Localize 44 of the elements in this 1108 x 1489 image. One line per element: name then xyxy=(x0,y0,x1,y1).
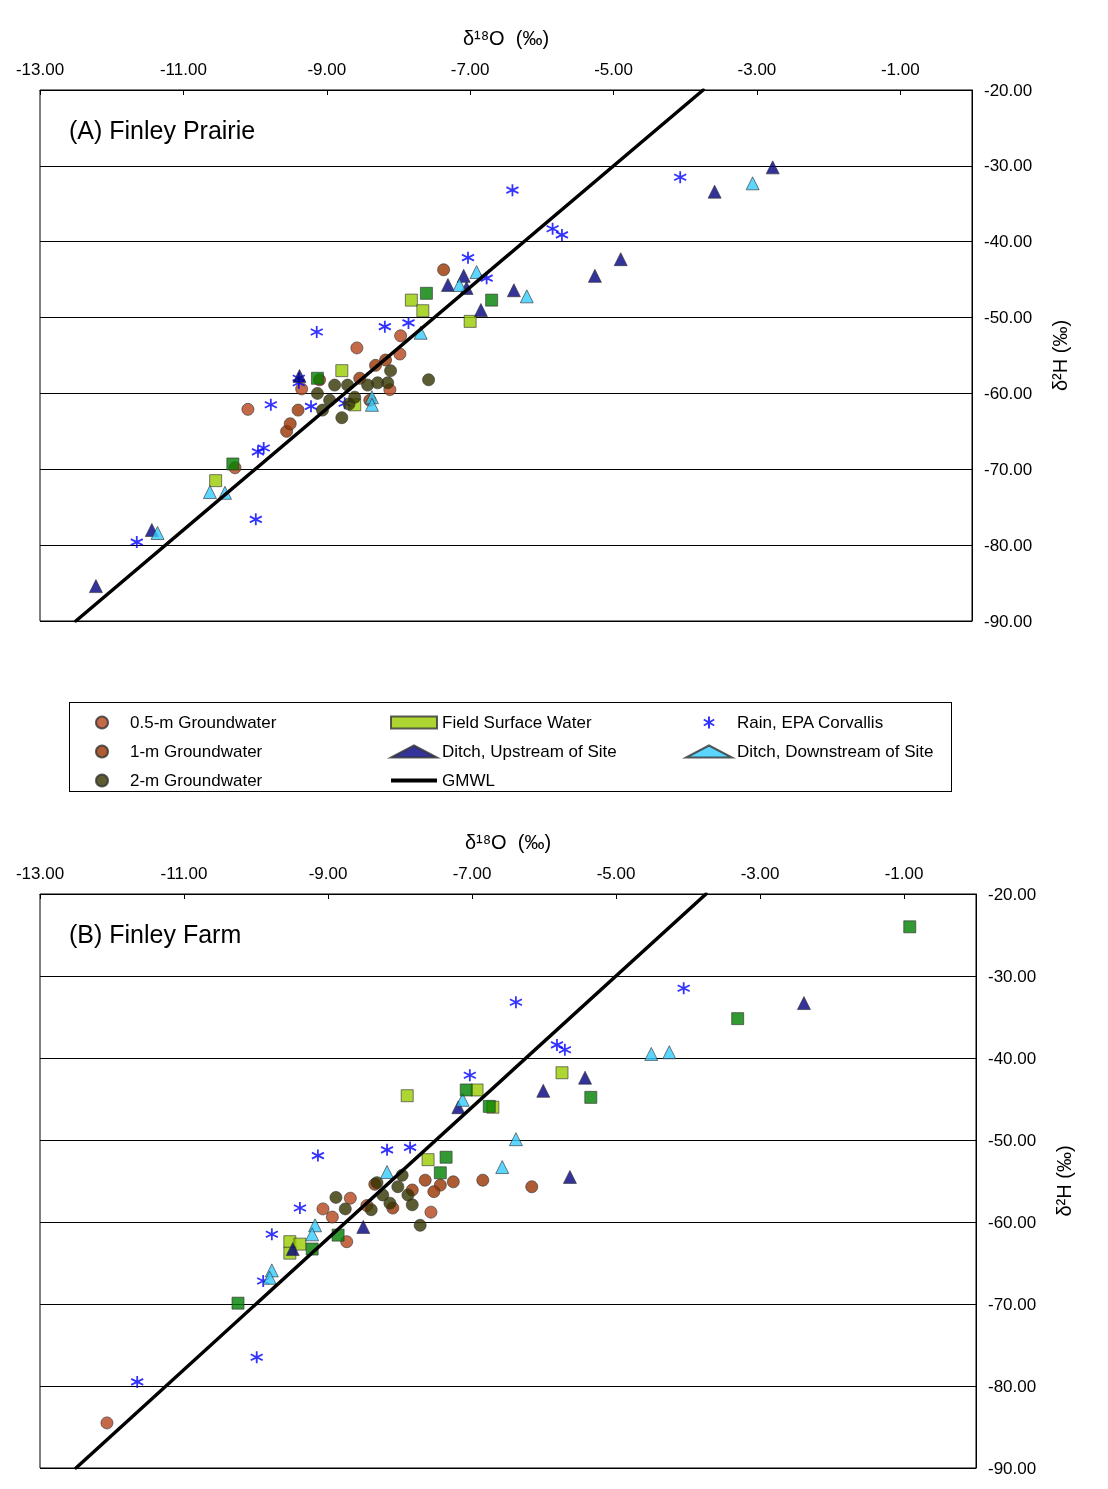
y-tick-label: -90.00 xyxy=(984,611,1033,631)
y-tick-label: -90.00 xyxy=(988,1458,1037,1478)
legend-label: GMWL xyxy=(442,771,495,790)
y-tick-label: -30.00 xyxy=(984,156,1033,176)
x-tick-label: -11.00 xyxy=(159,60,207,79)
legend-label: 2-m Groundwater xyxy=(130,771,263,790)
legend-label: 1-m Groundwater xyxy=(130,742,263,761)
x-tick-label: -11.00 xyxy=(160,864,208,883)
y-tick-label: -60.00 xyxy=(984,383,1033,403)
y-tick-label: -20.00 xyxy=(984,80,1033,100)
y-axis-title: δ²H (‰) xyxy=(1053,1145,1075,1217)
y-tick-label: -20.00 xyxy=(988,884,1037,904)
y-axis-title: δ²H (‰) xyxy=(1049,319,1071,392)
x-axis-title: δ¹⁸O (‰) xyxy=(464,831,552,853)
y-tick-label: -60.00 xyxy=(988,1212,1037,1232)
x-tick-label: -13.00 xyxy=(15,60,65,79)
legend-label: Field Surface Water xyxy=(442,713,592,732)
text: (B) Finley Farm xyxy=(69,919,242,948)
x-tick-label: -3.00 xyxy=(737,60,777,79)
x-tick-label: -7.00 xyxy=(450,60,490,79)
y-tick-label: -70.00 xyxy=(984,459,1033,479)
y-tick-label: -50.00 xyxy=(988,1130,1037,1150)
y-tick-label: -70.00 xyxy=(988,1294,1037,1314)
legend-label: Ditch, Downstream of Site xyxy=(737,742,934,761)
y-tick-label: -40.00 xyxy=(984,232,1033,252)
y-tick-label: -50.00 xyxy=(984,308,1033,328)
legend-label: Rain, EPA Corvallis xyxy=(737,713,884,732)
text: (A) Finley Prairie xyxy=(69,115,256,144)
x-axis-title: δ¹⁸O (‰) xyxy=(462,27,550,49)
legend-label: 0.5-m Groundwater xyxy=(130,713,277,732)
x-tick-label: -13.00 xyxy=(15,864,65,883)
x-tick-label: -9.00 xyxy=(308,864,348,883)
x-tick-label: -3.00 xyxy=(740,864,780,883)
legend-label: Ditch, Upstream of Site xyxy=(442,742,617,761)
x-tick-label: -7.00 xyxy=(452,864,492,883)
x-tick-label: -9.00 xyxy=(307,60,347,79)
y-tick-label: -30.00 xyxy=(988,966,1037,986)
x-tick-label: -5.00 xyxy=(594,60,633,79)
x-tick-label: -5.00 xyxy=(596,864,636,883)
y-tick-label: -80.00 xyxy=(984,535,1033,555)
y-tick-label: -40.00 xyxy=(988,1048,1037,1068)
x-tick-label: -1.00 xyxy=(880,60,920,79)
x-tick-label: -1.00 xyxy=(884,864,924,883)
y-tick-label: -80.00 xyxy=(988,1376,1037,1396)
